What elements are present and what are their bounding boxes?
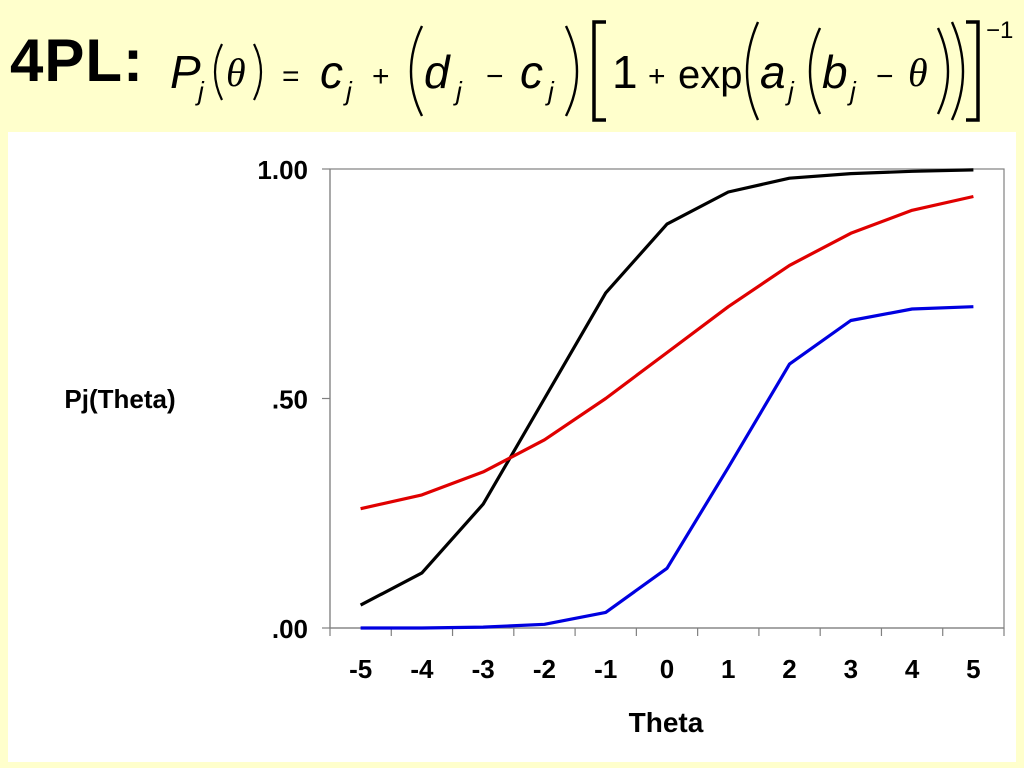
formula-equals: = (282, 60, 300, 93)
x-tick-label: 4 (905, 654, 920, 684)
formula-sub-j: j (453, 76, 463, 106)
formula-b: b (822, 46, 848, 98)
formula-c: c (320, 46, 343, 98)
series-layer (359, 168, 974, 630)
x-tick-label: -3 (472, 654, 495, 684)
y-tick-label: .50 (272, 385, 308, 415)
y-tick-label: .00 (272, 614, 308, 644)
formula-minus: − (876, 60, 894, 93)
series-line-2 (360, 194, 974, 511)
formula-paren (564, 25, 579, 117)
x-tick-label: -5 (349, 654, 372, 684)
series-line-3 (360, 305, 974, 630)
formula-a: a (760, 46, 786, 98)
formula-theta: θ (908, 50, 928, 95)
title-row: 4PL: P j θ = c j + d j − c j 1 + exp a j… (0, 0, 1024, 128)
formula-sub-j: j (195, 76, 205, 106)
formula-paren (936, 27, 950, 115)
formula-paren (409, 25, 424, 117)
formula-P: P (170, 46, 201, 98)
chart-panel: .00 .50 1.00 -5 -4 -3 -2 -1 0 1 2 3 4 5 Pj(Theta) Th… (8, 132, 1016, 762)
plot-area (329, 168, 1005, 629)
x-tick-label: -4 (410, 654, 434, 684)
x-tick-label: 2 (782, 654, 796, 684)
model-label: 4PL: (10, 27, 145, 94)
x-tick-label: -2 (533, 654, 556, 684)
x-tick-label: 1 (721, 654, 735, 684)
formula-paren (213, 43, 223, 101)
formula-sub-j: j (343, 76, 353, 106)
x-axis-label: Theta (629, 707, 704, 738)
x-tick-label: -1 (594, 654, 617, 684)
series-line-1 (359, 168, 974, 607)
formula-paren (808, 27, 822, 115)
x-tick-label: 5 (966, 654, 980, 684)
formula-d: d (424, 46, 451, 98)
formula-c: c (520, 46, 543, 98)
formula: P j θ = c j + d j − c j 1 + exp a j b j … (170, 17, 1013, 122)
formula-exponent: −1 (986, 17, 1013, 44)
formula-paren (253, 43, 263, 101)
formula-plus: + (372, 60, 390, 93)
y-ticks: .00 .50 1.00 (257, 155, 330, 644)
x-tick-label: 3 (844, 654, 858, 684)
y-axis-label: Pj(Theta) (64, 384, 175, 414)
x-tick-label: 0 (660, 654, 674, 684)
formula-bracket (966, 20, 980, 122)
formula-paren (745, 21, 760, 121)
y-tick-label: 1.00 (257, 155, 308, 185)
formula-paren (950, 21, 965, 121)
chart: .00 .50 1.00 -5 -4 -3 -2 -1 0 1 2 3 4 5 Pj(Theta) Th… (64, 155, 1005, 738)
formula-one: 1 (612, 46, 638, 98)
formula-minus: − (486, 60, 504, 93)
formula-sub-j: j (545, 76, 555, 106)
formula-sub-j: j (847, 76, 857, 106)
formula-bracket (592, 20, 606, 122)
x-ticks: -5 -4 -3 -2 -1 0 1 2 3 4 5 (329, 628, 1005, 684)
formula-exp: exp (678, 53, 743, 97)
formula-sub-j: j (785, 76, 795, 106)
formula-theta: θ (226, 50, 246, 95)
formula-plus: + (648, 60, 666, 93)
